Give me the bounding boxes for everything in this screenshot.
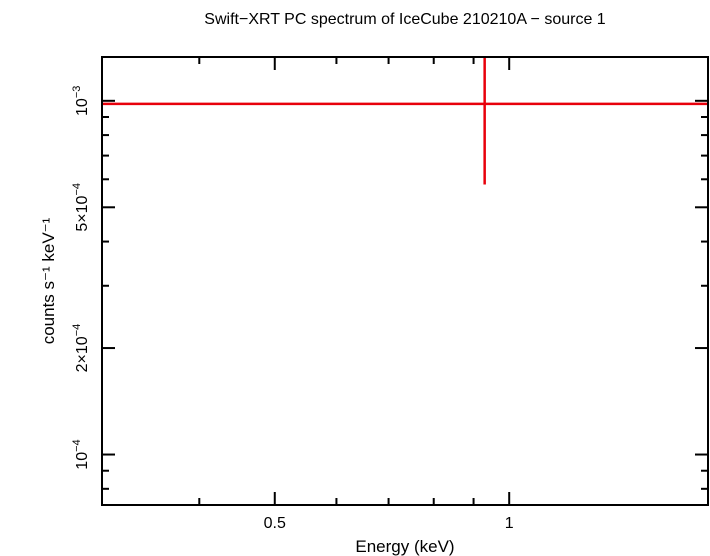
y-tick-label: 10−4 [71,439,91,469]
y-tick-label: 5×10−4 [71,183,91,232]
x-axis-label: Energy (keV) [355,537,454,556]
x-tick-label: 1 [505,515,514,532]
y-axis-label: counts s⁻¹ keV⁻¹ [39,217,58,344]
y-tick-label: 2×10−4 [71,324,91,373]
x-tick-label: 0.5 [264,515,286,532]
axis-ticks [101,57,708,505]
plot-frame [101,56,709,506]
y-tick-label: 10−3 [71,86,91,116]
chart-title: Swift−XRT PC spectrum of IceCube 210210A… [204,11,606,28]
tick-labels: 0.5 1 10−4 2×10−4 5×10−4 10−3 [71,86,514,532]
data-series [102,57,708,185]
